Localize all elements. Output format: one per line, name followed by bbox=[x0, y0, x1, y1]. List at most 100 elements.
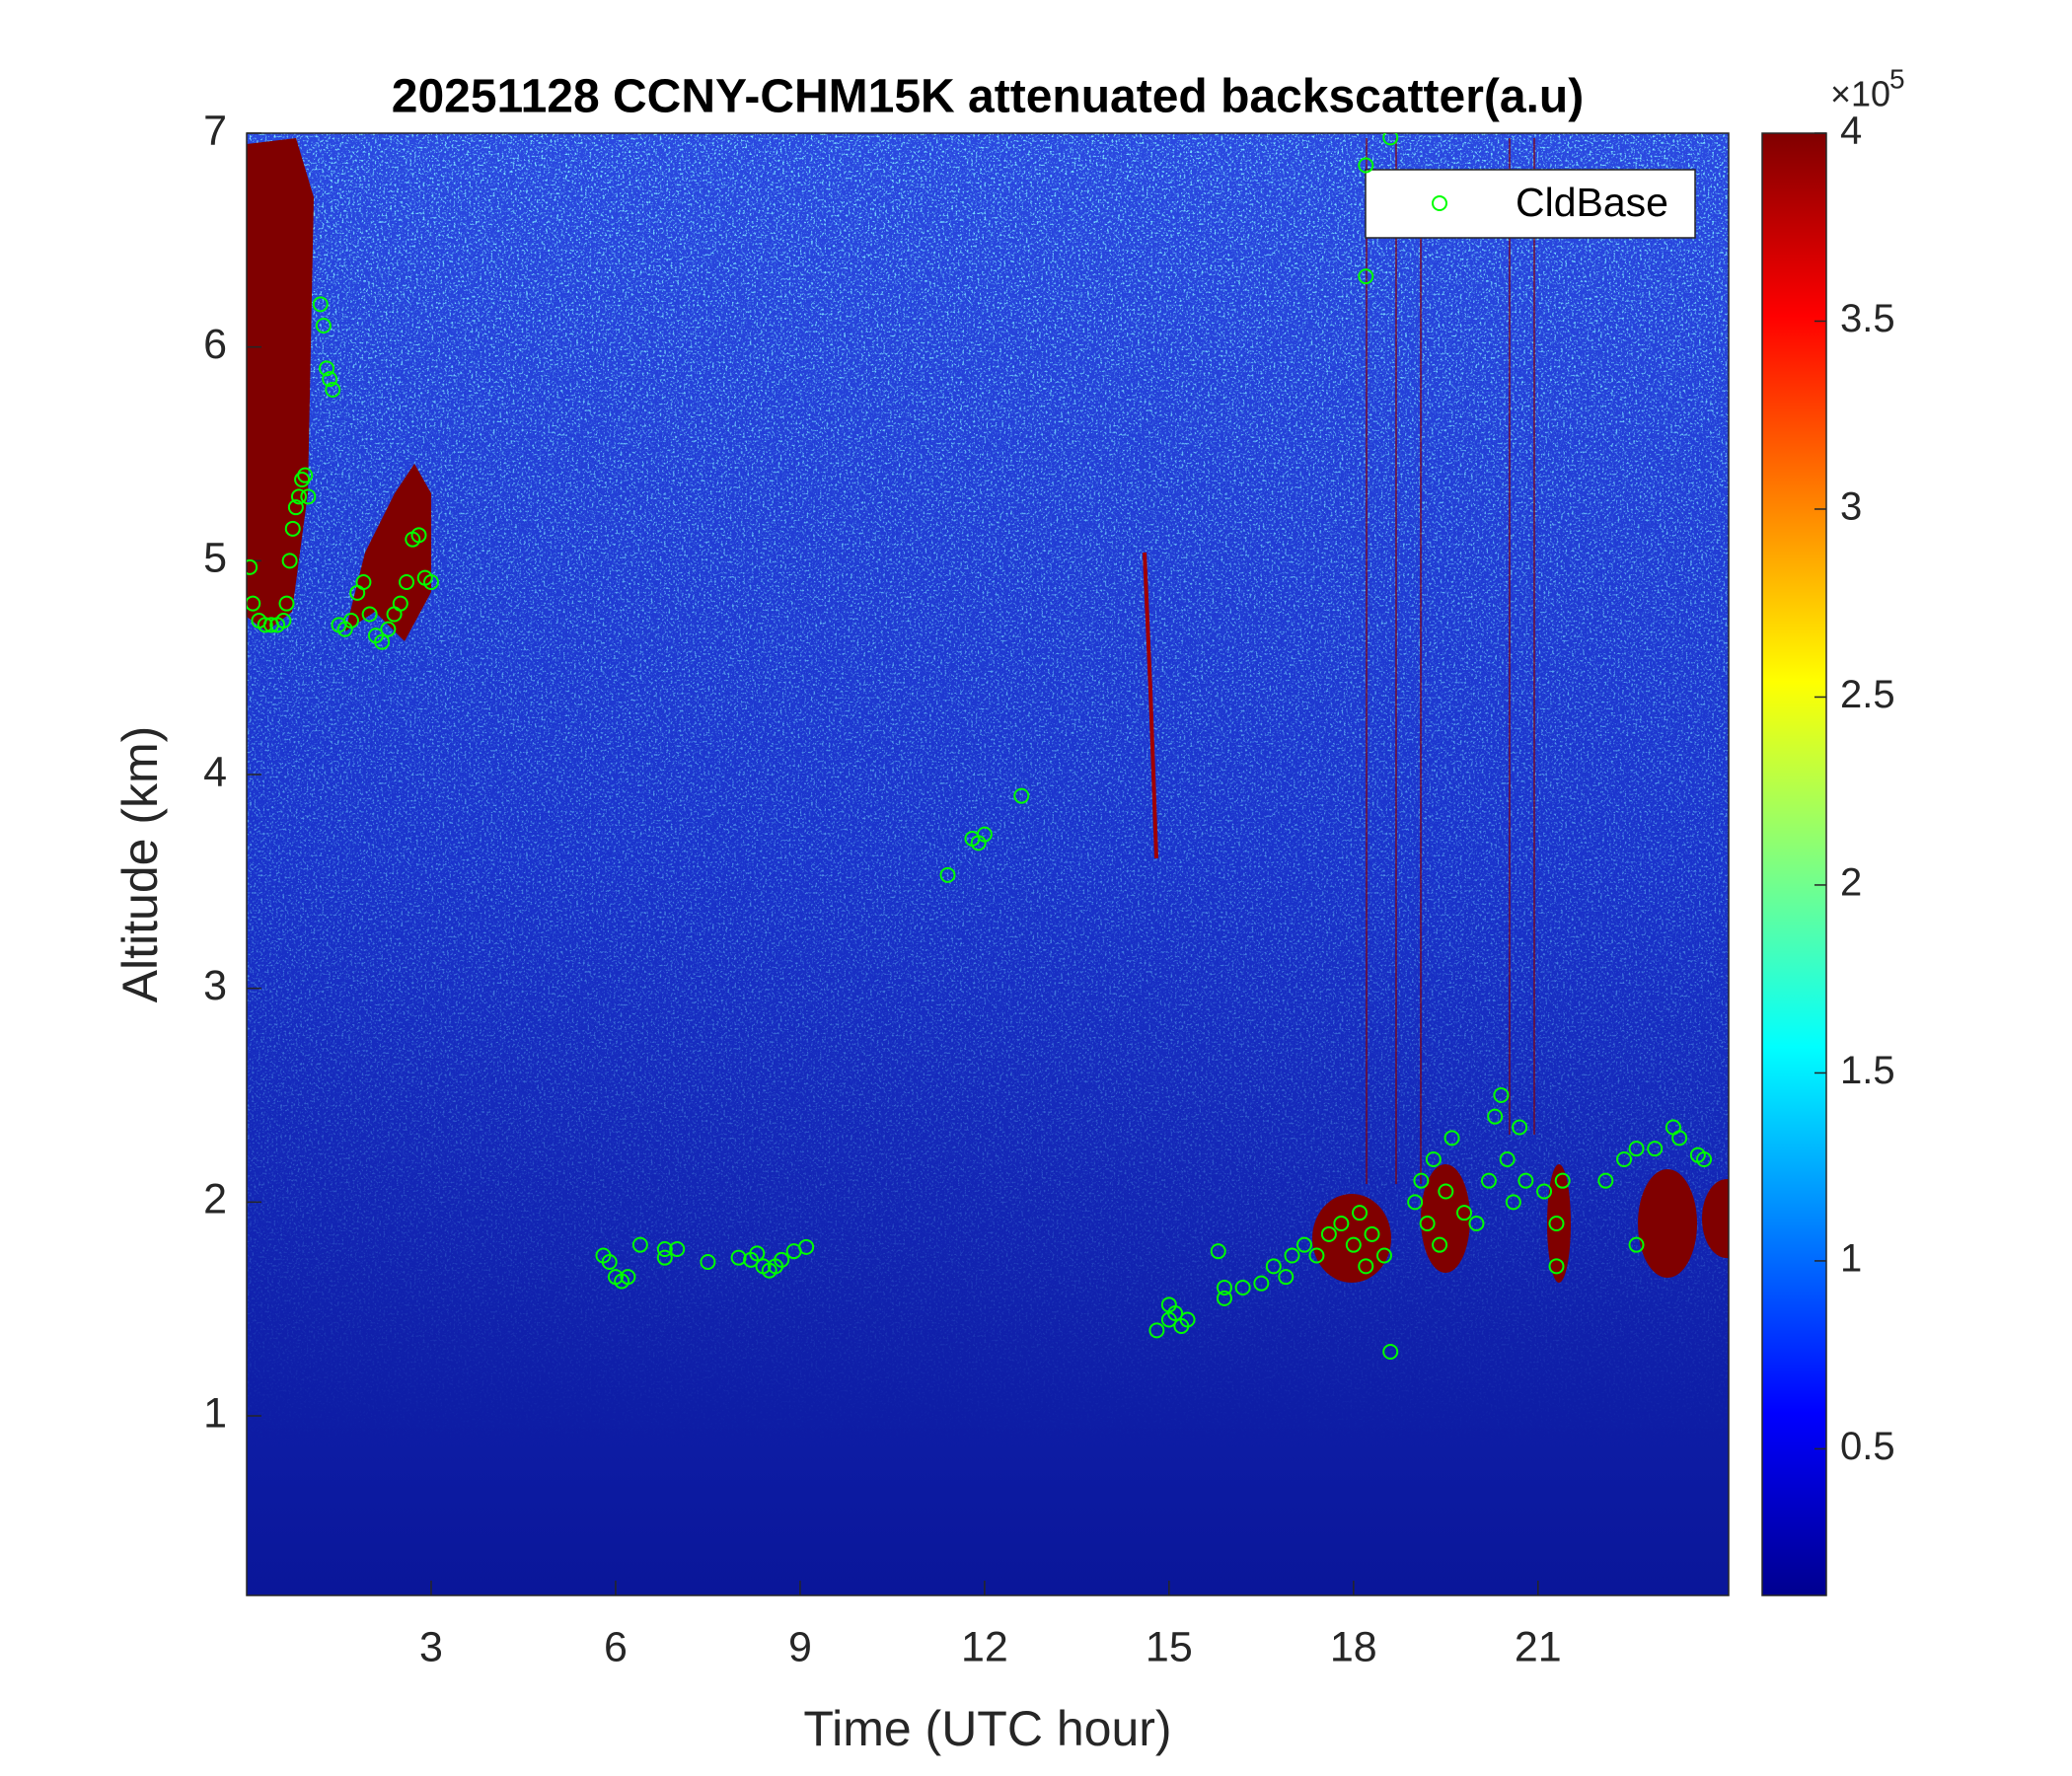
cloud-base-point bbox=[1425, 1151, 1442, 1167]
cloud-base-point bbox=[1173, 1318, 1190, 1334]
legend: CldBase bbox=[1365, 169, 1696, 239]
y-tick-label: 3 bbox=[203, 962, 227, 1009]
x-tick-label: 9 bbox=[788, 1623, 812, 1670]
colorbar-tick-label: 1 bbox=[1840, 1236, 1862, 1280]
cloud-base-point bbox=[1456, 1205, 1473, 1221]
cloud-base-point bbox=[1284, 1247, 1300, 1264]
colorbar-tick-label: 4 bbox=[1840, 110, 1862, 153]
y-tick-label: 5 bbox=[203, 535, 227, 582]
cloud-base-point bbox=[410, 527, 427, 544]
y-tick-label: 7 bbox=[203, 107, 227, 154]
cloud-base-point bbox=[656, 1249, 673, 1266]
cloud-base-point bbox=[1505, 1194, 1521, 1211]
cloud-base-point bbox=[1628, 1141, 1645, 1157]
cloud-base-point bbox=[278, 595, 295, 612]
x-tick-label: 21 bbox=[1515, 1623, 1562, 1670]
cloud-base-point bbox=[1597, 1172, 1614, 1189]
cloud-base-point bbox=[1382, 133, 1399, 146]
cloud-base-point bbox=[1352, 1205, 1369, 1221]
legend-marker bbox=[1432, 195, 1447, 211]
y-tick-label: 4 bbox=[203, 748, 227, 795]
cloud-base-point bbox=[380, 621, 397, 637]
cloud-base-point bbox=[749, 1245, 766, 1262]
cloud-base-point bbox=[300, 488, 317, 505]
cloud-base-point bbox=[1358, 1258, 1374, 1275]
cloud-base-point bbox=[1499, 1151, 1516, 1167]
cloud-base-point bbox=[1333, 1216, 1350, 1231]
x-tick-label: 18 bbox=[1330, 1623, 1377, 1670]
cloud-base-point bbox=[399, 574, 415, 590]
cloud-base-point bbox=[774, 1251, 790, 1268]
cloud-base-point bbox=[1265, 1258, 1282, 1275]
cloud-base-point bbox=[1148, 1322, 1165, 1339]
colorbar-exponent: 5 bbox=[1889, 63, 1905, 94]
cloud-base-point bbox=[392, 595, 408, 612]
cloud-base-point bbox=[355, 574, 372, 590]
x-tick-label: 6 bbox=[604, 1623, 628, 1670]
cloud-base-point bbox=[1512, 1119, 1528, 1136]
cloud-base-point bbox=[656, 1241, 673, 1257]
cloud-base-point bbox=[1647, 1141, 1664, 1157]
cloud-base-point bbox=[730, 1249, 747, 1266]
cloud-base-point bbox=[1295, 1236, 1312, 1253]
cloud-base-point bbox=[1419, 1216, 1436, 1231]
cloud-base-point bbox=[290, 488, 307, 505]
cloud-base-point bbox=[798, 1238, 815, 1255]
legend-box bbox=[1365, 169, 1696, 239]
cloud-base-point bbox=[1413, 1172, 1430, 1189]
cloud-base-point bbox=[315, 318, 332, 333]
cloud-base-point bbox=[700, 1254, 716, 1270]
x-axis-label: Time (UTC hour) bbox=[803, 1701, 1171, 1756]
cloud-base-point bbox=[297, 467, 314, 483]
y-tick-label: 6 bbox=[203, 321, 227, 368]
x-tick-label: 12 bbox=[961, 1623, 1008, 1670]
cloud-base-point bbox=[1671, 1130, 1688, 1147]
cloud-base-point bbox=[1167, 1305, 1184, 1321]
cloud-base-point bbox=[275, 613, 292, 629]
cloud-base-point bbox=[1216, 1290, 1232, 1306]
cloud-base-point bbox=[342, 613, 359, 629]
y-tick-label: 1 bbox=[203, 1389, 227, 1437]
cloud-base-point bbox=[1487, 1108, 1504, 1125]
cloud-base-point bbox=[281, 553, 298, 569]
cloud-base-point bbox=[1210, 1243, 1226, 1260]
colorbar-tick-label: 0.5 bbox=[1840, 1425, 1895, 1468]
cloud-base-point bbox=[1382, 1344, 1399, 1360]
cloud-base-point bbox=[1364, 1225, 1380, 1242]
cloud-base-point bbox=[1320, 1225, 1337, 1242]
cloud-base-point bbox=[1407, 1194, 1424, 1211]
colorbar-tick-label: 2.5 bbox=[1840, 673, 1895, 716]
cloud-base-point bbox=[1013, 787, 1030, 804]
cloud-base-point bbox=[1493, 1087, 1510, 1103]
cloud-base-point bbox=[284, 520, 301, 537]
chart-title: 20251128 CCNY-CHM15K attenuated backscat… bbox=[392, 71, 1584, 123]
series bbox=[247, 133, 1713, 1360]
cloud-base-point bbox=[247, 595, 261, 612]
cloud-base-point bbox=[322, 371, 338, 388]
cloud-base-point bbox=[247, 558, 259, 575]
cloud-base-point bbox=[1480, 1172, 1497, 1189]
cloud-base-point bbox=[601, 1254, 618, 1270]
y-tick-label: 2 bbox=[203, 1176, 227, 1223]
cloud-base-point bbox=[1375, 1247, 1392, 1264]
cloud-base-point bbox=[1358, 157, 1374, 174]
cloud-base-point bbox=[939, 866, 956, 883]
colorbar bbox=[1761, 132, 1827, 1596]
cloud-base-point bbox=[1517, 1172, 1534, 1189]
cloud-base-point bbox=[1616, 1151, 1633, 1167]
colorbar-tick-label: 3 bbox=[1840, 485, 1862, 529]
cloud-base-point bbox=[631, 1236, 648, 1253]
legend-label: CldBase bbox=[1516, 180, 1668, 225]
y-axis-label: Altitude (km) bbox=[112, 726, 168, 1003]
cloud-base-point bbox=[319, 360, 335, 377]
cloud-base-point bbox=[1308, 1247, 1325, 1264]
cloud-base-point bbox=[1253, 1275, 1270, 1292]
cloud-base-point bbox=[422, 574, 439, 590]
cloud-base-point bbox=[1216, 1280, 1232, 1295]
cloud-base-point bbox=[374, 633, 391, 650]
x-tick-label: 3 bbox=[419, 1623, 443, 1670]
cloud-base-point bbox=[1536, 1183, 1553, 1200]
cloud-base-point bbox=[669, 1241, 686, 1257]
cloud-base-point bbox=[287, 499, 304, 516]
